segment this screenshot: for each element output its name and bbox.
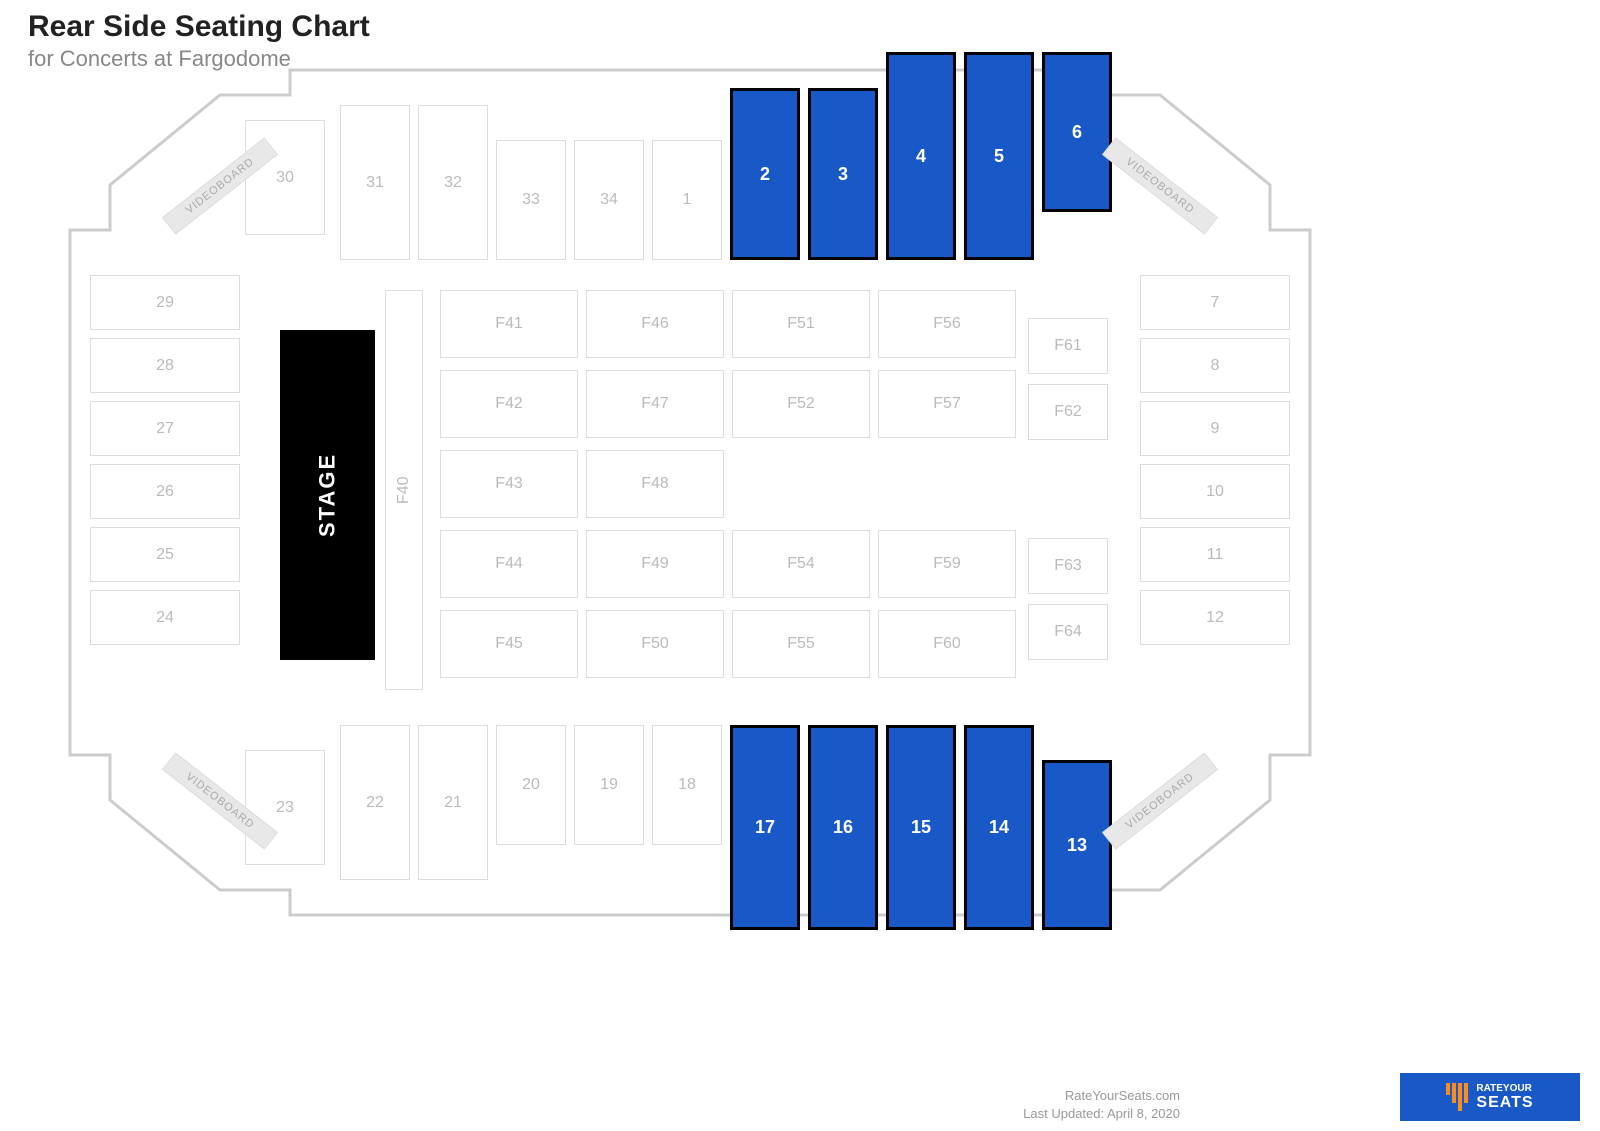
section-F55[interactable]: F55 [732, 610, 870, 678]
section-16[interactable]: 16 [808, 725, 878, 930]
section-F48[interactable]: F48 [586, 450, 724, 518]
section-25[interactable]: 25 [90, 527, 240, 582]
logo-bars-icon [1446, 1083, 1468, 1111]
section-F64[interactable]: F64 [1028, 604, 1108, 660]
section-17[interactable]: 17 [730, 725, 800, 930]
footer-credit: RateYourSeats.com [1065, 1088, 1180, 1103]
section-F54[interactable]: F54 [732, 530, 870, 598]
section-27[interactable]: 27 [90, 401, 240, 456]
page-title: Rear Side Seating Chart [28, 10, 370, 44]
section-11[interactable]: 11 [1140, 527, 1290, 582]
section-20[interactable]: 20 [496, 725, 566, 845]
section-F45[interactable]: F45 [440, 610, 578, 678]
section-26[interactable]: 26 [90, 464, 240, 519]
section-21[interactable]: 21 [418, 725, 488, 880]
section-F52[interactable]: F52 [732, 370, 870, 438]
section-F57[interactable]: F57 [878, 370, 1016, 438]
section-F59[interactable]: F59 [878, 530, 1016, 598]
section-2[interactable]: 2 [730, 88, 800, 260]
section-F40[interactable]: F40 [385, 290, 423, 690]
section-12[interactable]: 12 [1140, 590, 1290, 645]
section-19[interactable]: 19 [574, 725, 644, 845]
section-F46[interactable]: F46 [586, 290, 724, 358]
section-34[interactable]: 34 [574, 140, 644, 260]
brand-logo: RATEYOUR SEATS [1400, 1073, 1580, 1121]
section-13[interactable]: 13 [1042, 760, 1112, 930]
section-F50[interactable]: F50 [586, 610, 724, 678]
section-22[interactable]: 22 [340, 725, 410, 880]
section-23[interactable]: 23 [245, 750, 325, 865]
section-1[interactable]: 1 [652, 140, 722, 260]
section-5[interactable]: 5 [964, 52, 1034, 260]
section-7[interactable]: 7 [1140, 275, 1290, 330]
section-F51[interactable]: F51 [732, 290, 870, 358]
section-F62[interactable]: F62 [1028, 384, 1108, 440]
arena-container: STAGEF4030313233341234562322212019181716… [50, 60, 1550, 1060]
section-4[interactable]: 4 [886, 52, 956, 260]
section-F42[interactable]: F42 [440, 370, 578, 438]
section-F56[interactable]: F56 [878, 290, 1016, 358]
section-3[interactable]: 3 [808, 88, 878, 260]
section-31[interactable]: 31 [340, 105, 410, 260]
section-33[interactable]: 33 [496, 140, 566, 260]
section-9[interactable]: 9 [1140, 401, 1290, 456]
section-30[interactable]: 30 [245, 120, 325, 235]
section-F41[interactable]: F41 [440, 290, 578, 358]
section-15[interactable]: 15 [886, 725, 956, 930]
stage: STAGE [280, 330, 375, 660]
section-24[interactable]: 24 [90, 590, 240, 645]
section-14[interactable]: 14 [964, 725, 1034, 930]
section-6[interactable]: 6 [1042, 52, 1112, 212]
section-32[interactable]: 32 [418, 105, 488, 260]
section-F43[interactable]: F43 [440, 450, 578, 518]
section-8[interactable]: 8 [1140, 338, 1290, 393]
logo-text: RATEYOUR SEATS [1476, 1083, 1533, 1112]
section-F44[interactable]: F44 [440, 530, 578, 598]
section-F49[interactable]: F49 [586, 530, 724, 598]
section-F63[interactable]: F63 [1028, 538, 1108, 594]
footer-updated: Last Updated: April 8, 2020 [1023, 1106, 1180, 1121]
section-28[interactable]: 28 [90, 338, 240, 393]
section-10[interactable]: 10 [1140, 464, 1290, 519]
section-29[interactable]: 29 [90, 275, 240, 330]
section-F60[interactable]: F60 [878, 610, 1016, 678]
section-F61[interactable]: F61 [1028, 318, 1108, 374]
section-18[interactable]: 18 [652, 725, 722, 845]
section-F47[interactable]: F47 [586, 370, 724, 438]
